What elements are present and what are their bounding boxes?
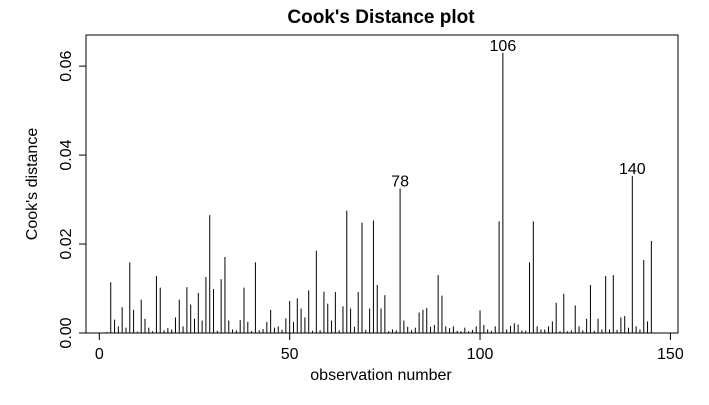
y-tick-label: 0.04 [58,139,75,170]
annotations-group: 78 106 140 [391,38,646,191]
annotation-label: 106 [490,38,517,55]
x-tick-label: 50 [281,346,299,363]
x-axis-label: observation number [310,367,452,384]
annotation-label: 140 [619,161,646,178]
x-axis: 0 50 100 150 [95,332,684,363]
annotation-label: 78 [391,173,409,190]
chart-title: Cook's Distance plot [287,7,475,28]
y-tick-label: 0.00 [58,317,75,348]
bars-group [102,52,652,333]
y-tick-label: 0.06 [58,50,75,81]
plot-frame [85,34,679,334]
y-axis: 0.00 0.02 0.04 0.06 [58,50,87,349]
x-tick-label: 100 [467,346,494,363]
y-tick-label: 0.02 [58,228,75,259]
x-tick-label: 0 [95,346,104,363]
y-axis-label: Cook's distance [24,128,41,241]
x-tick-label: 150 [657,346,684,363]
